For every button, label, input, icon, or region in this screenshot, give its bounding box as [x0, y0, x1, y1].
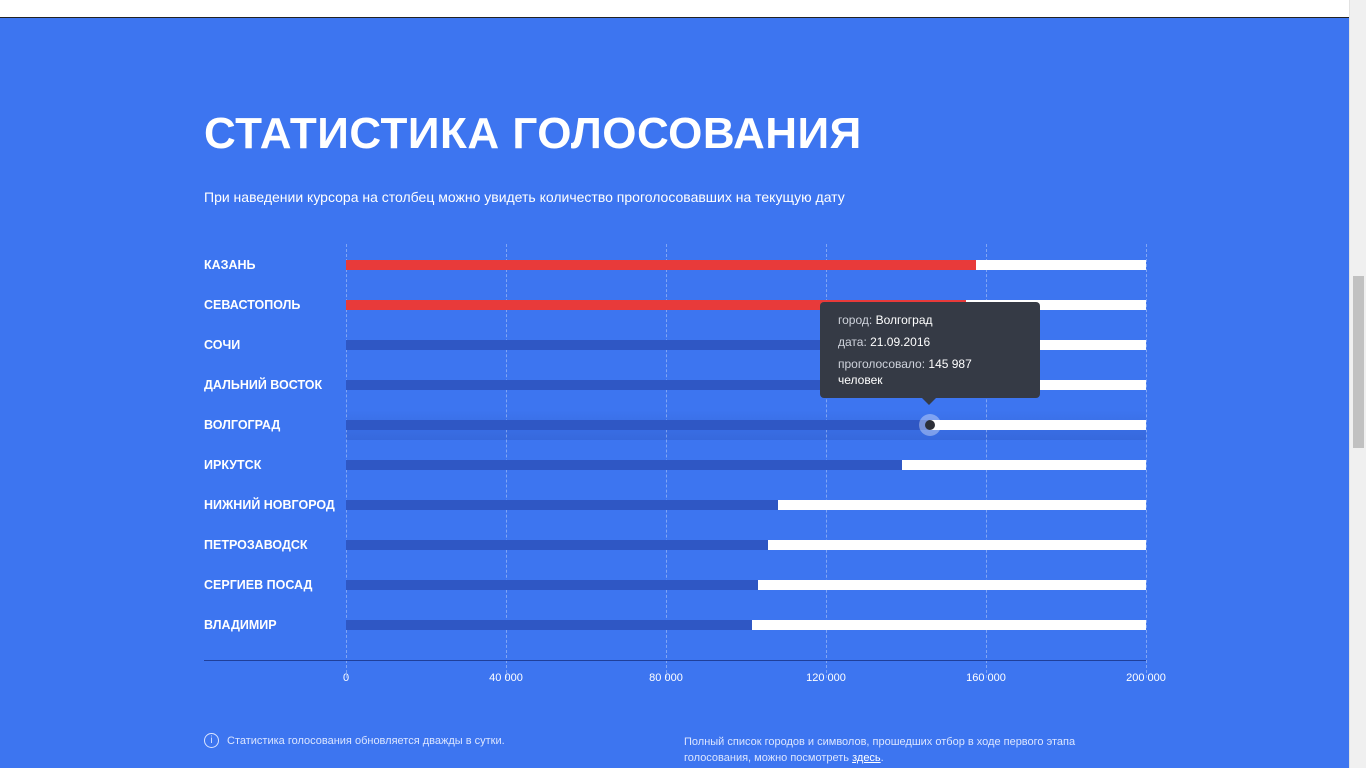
- page-scrollbar[interactable]: [1349, 0, 1366, 768]
- city-label: ВОЛГОГРАД: [204, 418, 281, 432]
- bar[interactable]: [346, 380, 954, 390]
- bar-track[interactable]: [346, 340, 1146, 350]
- bar[interactable]: [346, 500, 778, 510]
- page-title: СТАТИСТИКА ГОЛОСОВАНИЯ: [204, 109, 862, 158]
- city-label: ВЛАДИМИР: [204, 618, 277, 632]
- city-label: КАЗАНЬ: [204, 258, 256, 272]
- city-label: СЕВАСТОПОЛЬ: [204, 298, 301, 312]
- bar[interactable]: [346, 620, 752, 630]
- chart-tooltip: город: Волгоград дата: 21.09.2016 прогол…: [820, 302, 1040, 405]
- bar-track[interactable]: [346, 420, 1146, 430]
- city-label: ДАЛЬНИЙ ВОСТОК: [204, 378, 323, 392]
- x-tick-label: 40 000: [489, 672, 523, 684]
- bar-track[interactable]: [346, 540, 1146, 550]
- x-tick-label: 0: [342, 672, 350, 684]
- bar-track[interactable]: [346, 460, 1146, 470]
- bar-track[interactable]: [346, 300, 1146, 310]
- update-note: i Статистика голосования обновляется два…: [204, 733, 505, 748]
- bar[interactable]: [346, 340, 962, 350]
- x-tick-label: 80 000: [649, 672, 683, 684]
- city-label: СОЧИ: [204, 338, 241, 352]
- tooltip-date-key: дата:: [838, 335, 867, 349]
- bar-track[interactable]: [346, 500, 1146, 510]
- bar-track[interactable]: [346, 580, 1146, 590]
- x-tick-label: 160 000: [966, 672, 1006, 684]
- x-axis-line: [204, 660, 1146, 661]
- bar[interactable]: [346, 260, 976, 270]
- bar-track[interactable]: [346, 380, 1146, 390]
- tooltip-arrow: [922, 398, 936, 405]
- gridline: [1146, 244, 1147, 678]
- page-subtitle: При наведении курсора на столбец можно у…: [204, 189, 845, 205]
- x-tick-label: 120 000: [806, 672, 846, 684]
- tooltip-votes-value: 145 987: [928, 357, 972, 371]
- full-list-text: Полный список городов и символов, прошед…: [684, 736, 1076, 764]
- scrollbar-thumb[interactable]: [1353, 276, 1364, 448]
- tooltip-city-key: город:: [838, 313, 873, 327]
- browser-top-bar: [0, 0, 1366, 18]
- bar-track[interactable]: [346, 620, 1146, 630]
- full-list-end: .: [880, 752, 884, 764]
- bar[interactable]: [346, 420, 930, 430]
- bar-track[interactable]: [346, 260, 1146, 270]
- tooltip-votes-key: проголосовало:: [838, 357, 926, 371]
- voting-statistics-section: СТАТИСТИКА ГОЛОСОВАНИЯ При наведении кур…: [0, 18, 1349, 768]
- full-list-link[interactable]: здесь: [852, 752, 881, 764]
- bar[interactable]: [346, 580, 758, 590]
- city-label: СЕРГИЕВ ПОСАД: [204, 578, 313, 592]
- city-label: ИРКУТСК: [204, 458, 262, 472]
- bar[interactable]: [346, 300, 966, 310]
- bar[interactable]: [346, 460, 902, 470]
- tooltip-votes-unit: человек: [838, 373, 883, 387]
- city-label: НИЖНИЙ НОВГОРОД: [204, 498, 335, 512]
- city-label: ПЕТРОЗАВОДСК: [204, 538, 308, 552]
- info-icon: i: [204, 733, 219, 748]
- hover-point-marker[interactable]: [919, 414, 941, 436]
- hover-point-dot: [925, 420, 935, 430]
- tooltip-date-value: 21.09.2016: [870, 335, 931, 349]
- update-note-text: Статистика голосования обновляется дважд…: [227, 734, 505, 747]
- bar[interactable]: [346, 540, 768, 550]
- voting-bar-chart: 0 40 000 80 000 120 000 160 000 200 000 КАЗАНЬ…: [0, 18, 1349, 768]
- tooltip-city-value: Волгоград: [875, 313, 933, 327]
- full-list-note: Полный список городов и символов, прошед…: [684, 734, 1104, 766]
- x-tick-label: 200 000: [1126, 672, 1166, 684]
